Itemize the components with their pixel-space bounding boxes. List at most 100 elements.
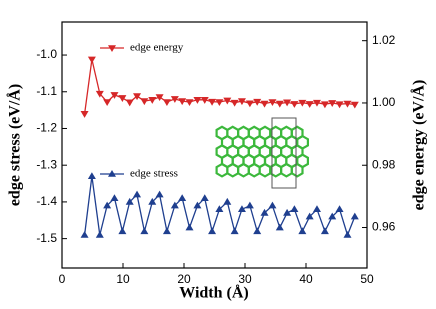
marker — [185, 99, 194, 107]
hexagon — [226, 162, 240, 178]
marker — [305, 101, 314, 108]
marker — [215, 205, 224, 213]
marker — [253, 98, 262, 106]
marker — [95, 230, 104, 238]
marker — [118, 227, 127, 235]
marker — [328, 100, 337, 107]
marker — [260, 100, 269, 108]
marker — [178, 194, 187, 202]
marker — [237, 98, 246, 106]
legend-label: edge energy — [130, 42, 184, 54]
marker — [305, 212, 314, 220]
x-tick-label: 20 — [177, 272, 191, 286]
marker — [140, 98, 149, 106]
marker — [170, 201, 179, 209]
marker — [108, 170, 116, 177]
hexagon — [290, 162, 304, 178]
hexagon — [247, 162, 261, 178]
marker — [133, 190, 142, 198]
x-tick-label: 50 — [360, 272, 374, 286]
marker — [108, 45, 116, 52]
marker — [343, 230, 352, 238]
marker — [320, 227, 329, 235]
marker — [103, 201, 112, 209]
marker — [193, 97, 202, 104]
marker — [223, 97, 232, 105]
marker — [178, 98, 187, 106]
marker — [80, 230, 89, 238]
marker — [312, 99, 321, 107]
marker — [193, 201, 202, 209]
marker — [283, 208, 292, 216]
x-tick-label: 40 — [299, 272, 313, 286]
marker — [268, 201, 277, 209]
marker — [298, 227, 307, 235]
y2-axis-title: edge energy (eV/Å) — [410, 80, 428, 211]
marker — [87, 172, 96, 180]
marker — [275, 223, 284, 231]
hexagon — [237, 162, 250, 178]
marker — [185, 223, 194, 231]
marker — [118, 95, 127, 102]
y-tick-label: -1.2 — [36, 121, 57, 135]
marker — [335, 101, 344, 109]
marker — [162, 99, 171, 107]
marker — [148, 97, 157, 104]
x-tick-label: 0 — [59, 272, 66, 286]
marker — [253, 227, 262, 235]
x-tick-label: 30 — [238, 272, 252, 286]
y2-tick-label: 0.98 — [372, 157, 396, 171]
y-tick-label: -1.5 — [36, 231, 57, 245]
marker — [95, 90, 104, 98]
marker — [200, 97, 209, 104]
marker — [320, 101, 329, 109]
marker — [170, 96, 179, 103]
hexagon — [258, 162, 272, 178]
marker — [268, 99, 277, 107]
marker — [125, 197, 134, 205]
marker — [328, 212, 337, 220]
marker — [260, 208, 269, 216]
marker — [350, 212, 359, 220]
marker — [208, 98, 217, 106]
hexagon — [215, 162, 229, 178]
graphene-inset — [215, 117, 309, 189]
marker — [335, 205, 344, 213]
marker — [103, 99, 112, 107]
y2-tick-label: 0.96 — [372, 220, 396, 234]
marker — [200, 194, 209, 202]
marker — [290, 101, 299, 108]
y-tick-label: -1.3 — [36, 157, 57, 171]
marker — [230, 99, 239, 107]
series-line — [83, 59, 355, 114]
legend-label: edge stress — [130, 168, 178, 180]
plot-frame — [61, 21, 368, 269]
marker — [283, 99, 292, 107]
marker — [230, 227, 239, 235]
marker — [312, 205, 321, 213]
y-axis-title: edge stress (eV/Å) — [6, 84, 24, 206]
marker — [215, 99, 224, 107]
x-tick-label: 10 — [116, 272, 130, 286]
marker — [140, 227, 149, 235]
marker — [80, 111, 89, 118]
marker — [155, 94, 164, 102]
y2-tick-label: 1.02 — [372, 33, 396, 47]
series-line — [83, 176, 356, 237]
marker — [110, 194, 119, 202]
unit-cell-box — [271, 117, 297, 189]
marker — [245, 201, 254, 209]
marker — [155, 190, 164, 198]
marker — [237, 205, 246, 213]
marker — [290, 205, 299, 213]
marker — [110, 92, 119, 99]
hexagon — [280, 162, 293, 178]
marker — [125, 99, 134, 107]
x-axis-title: Width (Å) — [179, 284, 249, 302]
marker — [162, 227, 171, 235]
marker — [208, 227, 217, 235]
marker — [298, 99, 307, 107]
marker — [87, 56, 96, 64]
marker — [133, 93, 142, 101]
